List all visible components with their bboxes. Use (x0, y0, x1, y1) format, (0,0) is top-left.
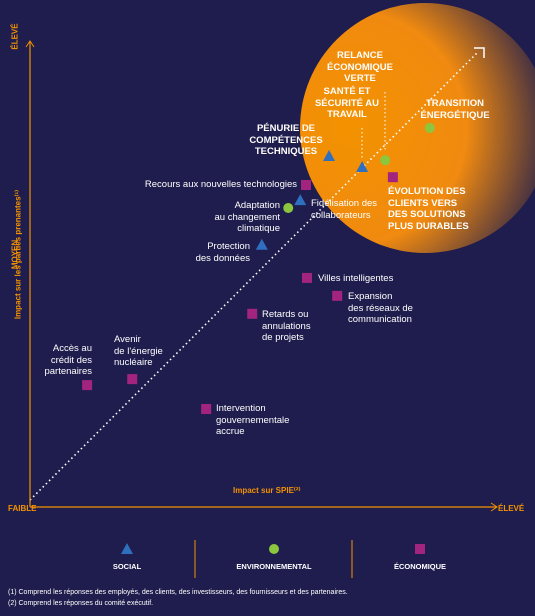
point-label: Expansion des réseaux de communication (348, 291, 413, 325)
point-label: Villes intelligentes (318, 273, 394, 284)
point (380, 155, 391, 166)
point-label: Intervention gouvernementale accrue (216, 403, 290, 437)
diagonal-arrow (474, 47, 485, 58)
point (255, 238, 268, 250)
legend-marker (415, 544, 425, 554)
point (294, 194, 307, 206)
point-label: PÉNURIE DE COMPÉTENCES TECHNIQUES (249, 123, 323, 157)
point (127, 374, 138, 385)
legend-marker (121, 543, 133, 554)
point (283, 203, 294, 213)
footnote: (2) Comprend les réponses du comité exéc… (8, 600, 154, 607)
point (356, 161, 369, 173)
point-label: RELANCE ÉCONOMIQUE VERTE (327, 50, 393, 84)
point (424, 122, 435, 133)
legend-label: SOCIAL (112, 562, 142, 571)
x-axis-label: Impact sur SPIE⁽²⁾ (233, 486, 301, 495)
highlight-zone (300, 3, 535, 253)
legend-label: ÉCONOMIQUE (393, 562, 447, 571)
point-label: Avenir de l'énergie nucléaire (114, 334, 163, 368)
point-label: Recours aux nouvelles technologies (144, 179, 297, 190)
point (301, 180, 311, 190)
legend-marker (269, 544, 279, 554)
x-end-label: FAIBLE (8, 504, 37, 513)
point-label: SANTÉ ET SÉCURITÉ AU TRAVAIL (314, 86, 380, 120)
x-end-label: ÉLEVÉ (498, 504, 525, 513)
diagonal (29, 51, 479, 501)
point (387, 172, 398, 183)
point-label: Retards ou annulations de projets (262, 309, 311, 343)
point-label: Adaptation au changement climatique (214, 200, 281, 234)
point (323, 150, 336, 162)
point-label: ÉVOLUTION DES CLIENTS VERS DES SOLUTIONS… (388, 186, 469, 232)
footnote: (1) Comprend les réponses des employés, … (8, 589, 348, 596)
point-label: Protection des données (195, 241, 250, 264)
point (332, 290, 343, 301)
point-label: TRANSITION ÉNERGÉTIQUE (420, 98, 490, 121)
x-arrow (490, 502, 498, 512)
point-label: Fidélisation des collaborateurs (311, 198, 378, 221)
y-end-label: ÉLEVÉ (10, 23, 20, 50)
y-arrow (25, 40, 35, 48)
y-end-label: MOYEN (10, 239, 20, 270)
point (82, 380, 93, 391)
point (247, 308, 258, 319)
legend-label: ENVIRONNEMENTAL (236, 562, 312, 571)
point (201, 404, 212, 415)
point-label: Accès au crédit des partenaires (44, 343, 92, 377)
point (301, 272, 312, 283)
